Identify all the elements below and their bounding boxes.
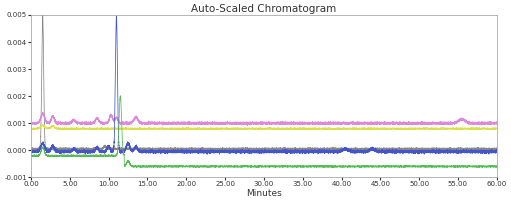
X-axis label: Minutes: Minutes (246, 189, 282, 198)
Title: Auto-Scaled Chromatogram: Auto-Scaled Chromatogram (191, 4, 337, 14)
